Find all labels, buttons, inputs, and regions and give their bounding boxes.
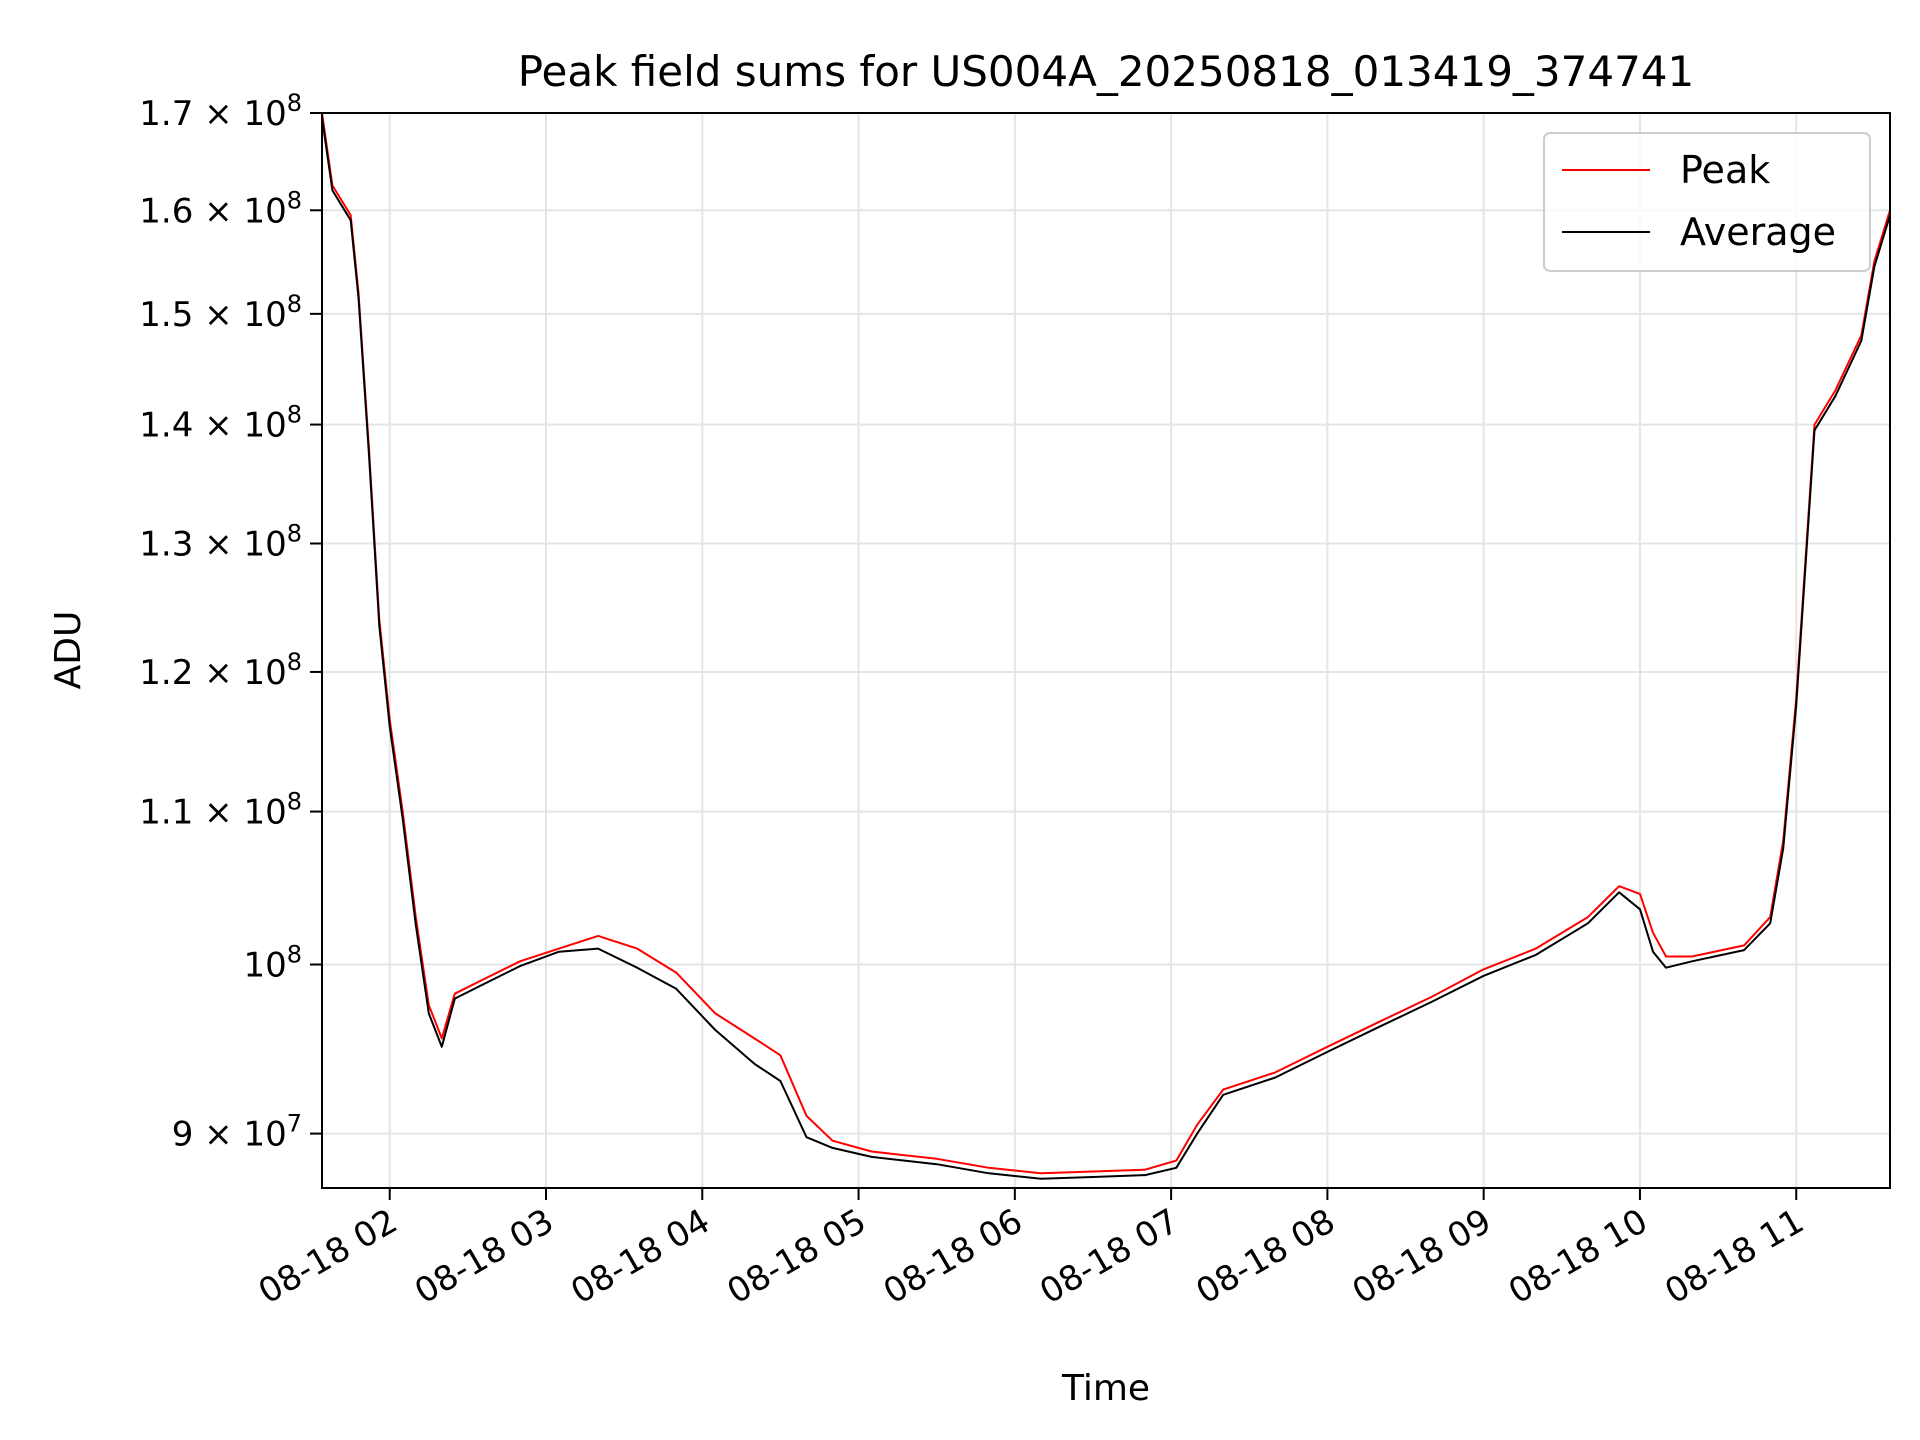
y-tick-label: 1.7 × 108 — [139, 89, 302, 134]
x-tick-label: 08-18 04 — [564, 1201, 716, 1312]
y-tick-label: 9 × 107 — [172, 1110, 302, 1155]
chart-title: Peak field sums for US004A_20250818_0134… — [518, 47, 1695, 96]
x-tick-label: 08-18 10 — [1502, 1201, 1654, 1312]
y-tick-label: 1.3 × 108 — [139, 519, 302, 564]
x-tick-label: 08-18 02 — [252, 1201, 404, 1312]
x-tick-label: 08-18 07 — [1033, 1201, 1185, 1312]
x-tick-label: 08-18 11 — [1658, 1201, 1810, 1312]
series-line-peak — [321, 112, 1891, 1175]
grid — [322, 112, 1890, 1188]
y-tick-label: 1.6 × 108 — [139, 186, 302, 231]
x-tick-label: 08-18 05 — [721, 1201, 873, 1312]
y-tick-label: 1.5 × 108 — [139, 290, 302, 335]
x-axis-label: Time — [1061, 1368, 1150, 1409]
x-tick-label: 08-18 03 — [408, 1201, 560, 1312]
legend-label-peak: Peak — [1680, 148, 1770, 192]
legend-label-average: Average — [1680, 210, 1836, 254]
plot-frame — [321, 112, 1891, 1189]
legend-box — [1543, 132, 1871, 272]
series-line-average — [321, 117, 1891, 1180]
x-axis: 08-18 02 08-18 03 08-18 04 08-18 05 08-18 06… — [252, 1188, 1811, 1312]
y-axis-label: ADU — [48, 611, 89, 690]
x-tick-label: 08-18 06 — [877, 1201, 1029, 1312]
y-tick-label: 108 — [243, 941, 302, 986]
y-tick-label: 1.1 × 108 — [139, 788, 302, 833]
y-tick-label: 1.4 × 108 — [139, 401, 302, 446]
x-tick-label: 08-18 08 — [1190, 1201, 1342, 1312]
y-axis: 9 × 107 108 1.1 × 108 1.2 × 108 1.3 × 108 1.4… — [139, 89, 322, 1155]
x-tick-label: 08-18 09 — [1346, 1201, 1498, 1312]
legend: Peak Average — [1543, 132, 1871, 272]
y-tick-label: 1.2 × 108 — [139, 648, 302, 693]
series-lines — [321, 112, 1891, 1180]
